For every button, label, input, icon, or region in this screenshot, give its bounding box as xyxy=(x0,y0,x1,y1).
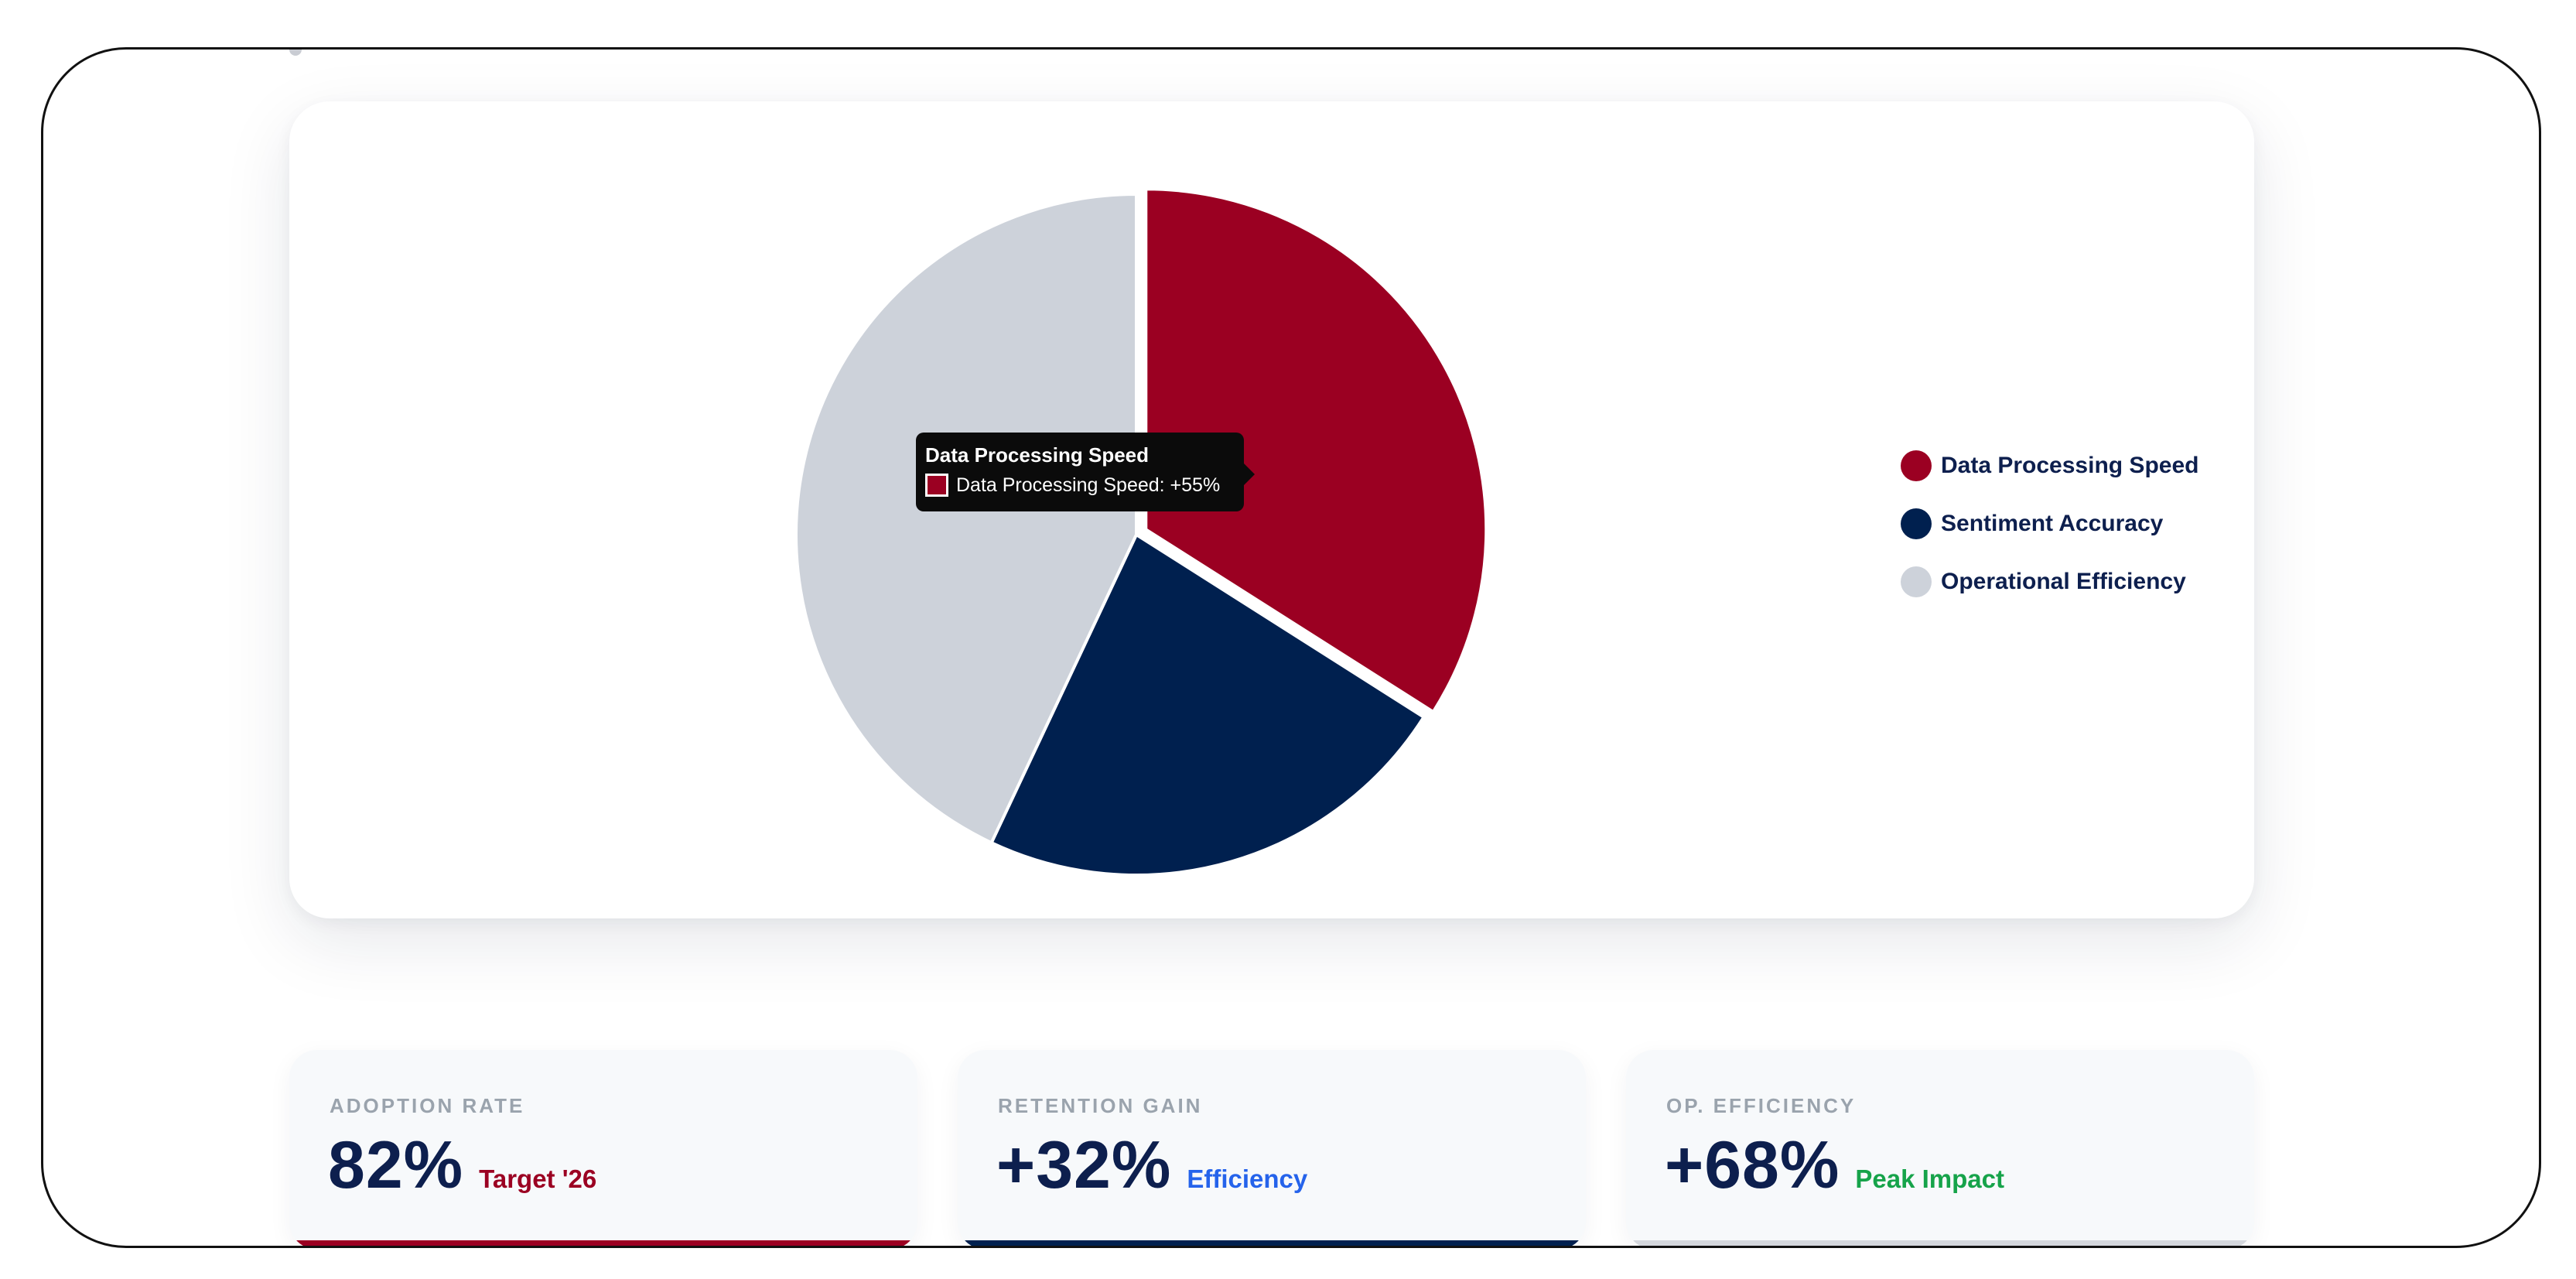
stat-value: +68% xyxy=(1665,1128,1840,1202)
stat-line: 82% Target '26 xyxy=(328,1127,596,1204)
legend-dot xyxy=(1901,508,1932,539)
stat-line: +32% Efficiency xyxy=(996,1127,1307,1204)
chart-card: Data Processing Speed Data Processing Sp… xyxy=(289,101,2254,918)
legend-label: Data Processing Speed xyxy=(1941,452,2199,478)
pie-slice-sentiment-accuracy[interactable] xyxy=(989,532,1426,877)
pie-slice-data-processing-speed[interactable] xyxy=(1144,187,1488,714)
stat-line: +68% Peak Impact xyxy=(1665,1127,2004,1204)
legend-item-operational-efficiency[interactable]: Operational Efficiency xyxy=(1901,552,2198,610)
tooltip-row: Data Processing Speed: +55% xyxy=(925,473,1235,498)
legend-item-data-processing-speed[interactable]: Data Processing Speed xyxy=(1901,436,2198,494)
stat-card-adoption-rate: ADOPTION RATE 82% Target '26 xyxy=(289,1050,917,1246)
legend-dot xyxy=(1901,566,1932,597)
stat-card-op-efficiency: OP. EFFICIENCY +68% Peak Impact xyxy=(1626,1050,2254,1246)
chart-legend: Data Processing Speed Sentiment Accuracy… xyxy=(1901,436,2198,610)
stat-accent-bar xyxy=(958,1240,1586,1246)
stat-value: +32% xyxy=(996,1128,1172,1202)
section-title-dot xyxy=(289,50,302,56)
chart-tooltip: Data Processing Speed Data Processing Sp… xyxy=(916,433,1255,511)
tooltip-value: Data Processing Speed: +55% xyxy=(956,474,1221,496)
legend-item-sentiment-accuracy[interactable]: Sentiment Accuracy xyxy=(1901,494,2198,552)
pie-slice-operational-efficiency[interactable] xyxy=(794,192,1138,845)
tooltip-color-swatch xyxy=(925,474,948,497)
stat-label: RETENTION GAIN xyxy=(998,1094,1203,1117)
stat-note: Peak Impact xyxy=(1855,1164,2004,1193)
device-frame: Data Processing Speed Data Processing Sp… xyxy=(41,47,2541,1248)
tooltip-title: Data Processing Speed xyxy=(925,443,1149,467)
stat-card-retention-gain: RETENTION GAIN +32% Efficiency xyxy=(958,1050,1586,1246)
legend-dot xyxy=(1901,450,1932,481)
stat-value: 82% xyxy=(328,1128,464,1202)
stat-note: Target '26 xyxy=(479,1164,597,1193)
legend-label: Operational Efficiency xyxy=(1941,568,2186,594)
pie-chart[interactable] xyxy=(289,101,2254,918)
stat-accent-bar xyxy=(1626,1240,2254,1246)
stat-note: Efficiency xyxy=(1187,1164,1308,1193)
stat-label: OP. EFFICIENCY xyxy=(1666,1094,1857,1117)
legend-label: Sentiment Accuracy xyxy=(1941,510,2164,536)
stat-label: ADOPTION RATE xyxy=(330,1094,525,1117)
stat-accent-bar xyxy=(289,1240,917,1246)
